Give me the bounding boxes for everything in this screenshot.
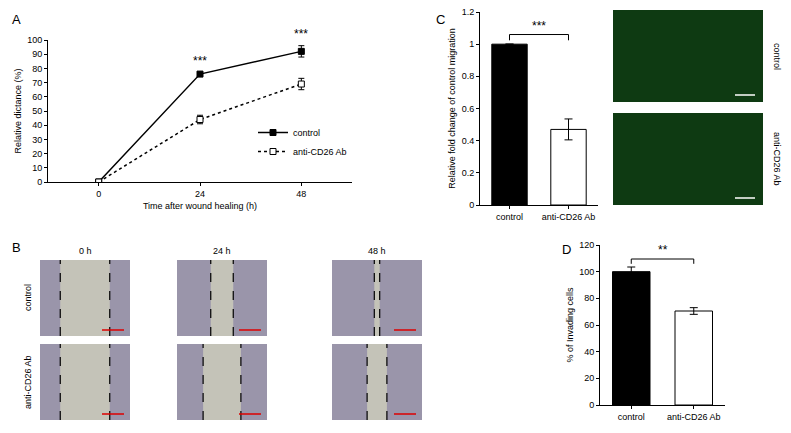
svg-text:60: 60: [32, 92, 42, 102]
svg-text:anti-CD26 Ab: anti-CD26 Ab: [293, 147, 347, 157]
svg-text:90: 90: [32, 49, 42, 59]
svg-text:120: 120: [579, 240, 594, 250]
svg-text:1.2: 1.2: [462, 7, 475, 17]
svg-text:0: 0: [96, 189, 101, 199]
svg-text:D: D: [562, 242, 571, 257]
svg-text:***: ***: [532, 19, 546, 33]
svg-text:24: 24: [195, 189, 205, 199]
svg-text:Relative dictance (%): Relative dictance (%): [13, 68, 23, 153]
svg-text:70: 70: [32, 78, 42, 88]
svg-text:% of Invading cells: % of Invading cells: [565, 287, 575, 363]
svg-text:60: 60: [584, 320, 594, 330]
svg-text:0.4: 0.4: [462, 136, 475, 146]
svg-text:control: control: [293, 128, 320, 138]
svg-text:***: ***: [193, 54, 207, 68]
svg-text:C: C: [436, 12, 445, 27]
svg-text:control: control: [772, 43, 782, 70]
svg-text:anti-CD26 Ab: anti-CD26 Ab: [542, 212, 596, 222]
svg-text:10: 10: [32, 163, 42, 173]
svg-text:**: **: [658, 243, 668, 257]
svg-text:48 h: 48 h: [368, 246, 386, 256]
svg-text:B: B: [12, 240, 21, 255]
svg-text:control: control: [23, 284, 33, 311]
svg-text:control: control: [618, 412, 645, 422]
svg-text:0.2: 0.2: [462, 168, 475, 178]
svg-text:anti-CD26 Ab: anti-CD26 Ab: [772, 132, 782, 186]
svg-text:control: control: [496, 212, 523, 222]
svg-text:100: 100: [579, 267, 594, 277]
svg-text:0.8: 0.8: [462, 71, 475, 81]
svg-text:24 h: 24 h: [213, 246, 231, 256]
svg-text:anti-CD26 Ab: anti-CD26 Ab: [23, 355, 33, 409]
svg-text:20: 20: [584, 373, 594, 383]
svg-text:50: 50: [32, 106, 42, 116]
svg-text:0 h: 0 h: [79, 246, 92, 256]
svg-text:0.6: 0.6: [462, 104, 475, 114]
svg-text:0: 0: [37, 177, 42, 187]
svg-text:0: 0: [469, 200, 474, 210]
svg-text:Time after wound healing (h): Time after wound healing (h): [143, 201, 257, 211]
svg-text:Relative fold change of contro: Relative fold change of control migratio…: [447, 28, 457, 189]
svg-text:***: ***: [294, 27, 308, 41]
svg-text:40: 40: [584, 347, 594, 357]
svg-text:anti-CD26 Ab: anti-CD26 Ab: [667, 412, 721, 422]
svg-text:80: 80: [584, 293, 594, 303]
svg-text:20: 20: [32, 149, 42, 159]
svg-text:A: A: [12, 12, 21, 27]
svg-text:30: 30: [32, 135, 42, 145]
svg-text:1: 1: [469, 39, 474, 49]
svg-text:80: 80: [32, 64, 42, 74]
svg-text:48: 48: [296, 189, 306, 199]
svg-text:0: 0: [589, 400, 594, 410]
svg-text:100: 100: [27, 35, 42, 45]
svg-text:40: 40: [32, 120, 42, 130]
